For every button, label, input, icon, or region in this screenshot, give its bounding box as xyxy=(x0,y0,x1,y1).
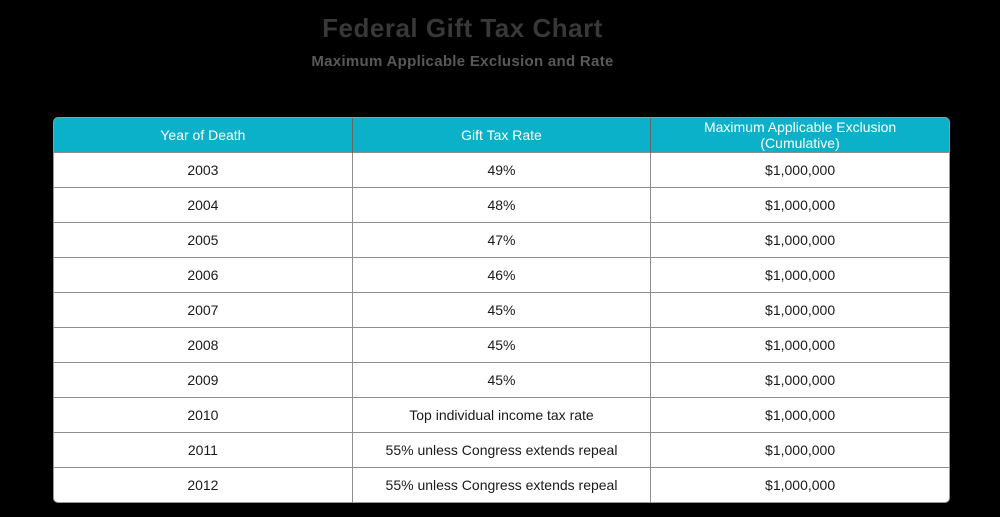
cell-exclusion: $1,000,000 xyxy=(650,397,949,433)
gift-tax-table-container: Year of Death Gift Tax Rate Maximum Appl… xyxy=(53,117,950,503)
cell-year: 2010 xyxy=(54,397,353,433)
cell-rate: 49% xyxy=(351,152,652,188)
column-header-gift-tax-rate: Gift Tax Rate xyxy=(352,118,652,153)
column-header-label: Gift Tax Rate xyxy=(461,127,542,143)
cell-exclusion: $1,000,000 xyxy=(650,292,949,328)
cell-rate: 47% xyxy=(351,222,652,258)
chart-title: Federal Gift Tax Chart xyxy=(322,13,603,43)
cell-year: 2012 xyxy=(54,467,353,502)
table-header-row: Year of Death Gift Tax Rate Maximum Appl… xyxy=(54,118,949,153)
table-row: 2007 45% $1,000,000 xyxy=(54,292,949,328)
cell-exclusion: $1,000,000 xyxy=(650,222,949,258)
column-header-label: Year of Death xyxy=(160,127,246,143)
cell-exclusion: $1,000,000 xyxy=(650,327,949,363)
title-block: Federal Gift Tax Chart Maximum Applicabl… xyxy=(0,0,925,71)
cell-rate: 45% xyxy=(351,362,652,398)
table-row: 2005 47% $1,000,000 xyxy=(54,222,949,258)
cell-year: 2008 xyxy=(54,327,353,363)
table-row: 2004 48% $1,000,000 xyxy=(54,187,949,223)
column-header-label: Maximum Applicable Exclusion xyxy=(703,119,897,135)
table-row: 2009 45% $1,000,000 xyxy=(54,362,949,398)
table-row: 2008 45% $1,000,000 xyxy=(54,327,949,363)
table-row: 2006 46% $1,000,000 xyxy=(54,257,949,293)
cell-year: 2009 xyxy=(54,362,353,398)
cell-year: 2003 xyxy=(54,152,353,188)
cell-rate: 55% unless Congress extends repeal xyxy=(351,432,652,468)
cell-exclusion: $1,000,000 xyxy=(650,152,949,188)
cell-exclusion: $1,000,000 xyxy=(650,432,949,468)
table-row: 2012 55% unless Congress extends repeal … xyxy=(54,467,949,502)
cell-year: 2011 xyxy=(54,432,353,468)
cell-year: 2004 xyxy=(54,187,353,223)
column-header-label-line2: (Cumulative) xyxy=(760,135,840,151)
chart-subtitle: Maximum Applicable Exclusion and Rate xyxy=(311,53,614,70)
cell-exclusion: $1,000,000 xyxy=(650,362,949,398)
cell-rate: 45% xyxy=(351,327,652,363)
column-header-year-of-death: Year of Death xyxy=(54,118,353,153)
cell-exclusion: $1,000,000 xyxy=(650,467,949,502)
gift-tax-table: Year of Death Gift Tax Rate Maximum Appl… xyxy=(54,118,949,502)
cell-year: 2006 xyxy=(54,257,353,293)
table-row: 2003 49% $1,000,000 xyxy=(54,152,949,188)
cell-exclusion: $1,000,000 xyxy=(650,257,949,293)
table-row: 2011 55% unless Congress extends repeal … xyxy=(54,432,949,468)
column-header-maximum-applicable-exclusion: Maximum Applicable Exclusion (Cumulative… xyxy=(650,118,949,153)
cell-year: 2005 xyxy=(54,222,353,258)
cell-rate: 45% xyxy=(351,292,652,328)
cell-rate: Top individual income tax rate xyxy=(351,397,652,433)
cell-rate: 46% xyxy=(351,257,652,293)
cell-exclusion: $1,000,000 xyxy=(650,187,949,223)
cell-rate: 55% unless Congress extends repeal xyxy=(351,467,652,502)
cell-year: 2007 xyxy=(54,292,353,328)
cell-rate: 48% xyxy=(351,187,652,223)
table-row: 2010 Top individual income tax rate $1,0… xyxy=(54,397,949,433)
